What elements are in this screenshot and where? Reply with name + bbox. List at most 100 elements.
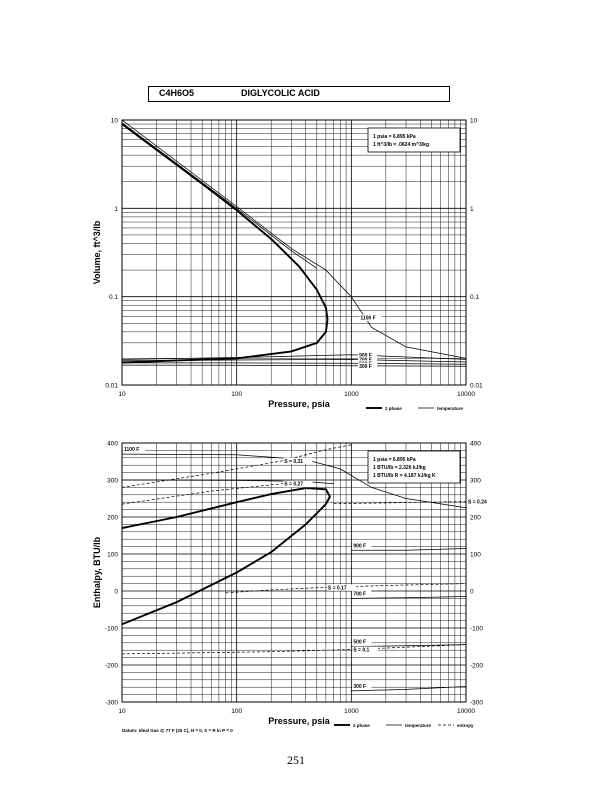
series-label-bg xyxy=(359,314,382,322)
series-label-bg xyxy=(358,362,378,370)
y-tick-label-left: -200 xyxy=(105,663,118,670)
x-tick-label: 1000 xyxy=(344,708,359,715)
conversion-note-line: 1 psia = 6.895 kPa xyxy=(373,457,416,463)
legend: 2 phase temperature entropy xyxy=(334,723,474,728)
series-label: 300 F xyxy=(353,684,366,690)
legend-label: 2 phase xyxy=(385,406,402,411)
footnote: Datum: Ideal Gas @ 77 F (25 C), H = 0, S… xyxy=(122,728,233,733)
conversion-note-line: 1 psia = 6.895 kPa xyxy=(373,134,416,140)
y-tick-label-right: 1 xyxy=(470,206,474,213)
chart-title-box: C4H6O5 DIGLYCOLIC ACID xyxy=(148,86,450,102)
y-tick-label-right: 400 xyxy=(470,441,481,448)
series-line-temperature xyxy=(351,644,467,647)
series-line-entropy xyxy=(121,481,312,505)
chart-1: 0.01 0.01 0.1 0.1 1 1 10 10 10 100 1000 10000 Pressu… xyxy=(92,118,483,412)
y-tick-label-left: 0 xyxy=(114,589,118,596)
series-line-temperature xyxy=(351,548,467,551)
series-label-bg xyxy=(352,646,379,653)
series-label: 1100 F xyxy=(360,316,375,322)
y-tick-label-left: 1 xyxy=(114,206,118,213)
series-label: 900 F xyxy=(353,543,366,549)
legend-label: 2 phase xyxy=(353,723,370,728)
series-line-entropy xyxy=(121,444,352,488)
plot-frame xyxy=(121,442,467,703)
series-label: 700 F xyxy=(353,591,366,597)
series-label-bg xyxy=(358,351,378,359)
series-line-temperature xyxy=(351,686,467,692)
series-label-bg xyxy=(352,542,372,549)
series-line-temperature xyxy=(351,596,467,599)
series-label: S = 0.31 xyxy=(284,459,303,465)
series-line-temperature xyxy=(121,453,467,509)
series-line-entropy xyxy=(121,644,467,655)
series-line-temperature xyxy=(122,362,467,365)
y-tick-label-right: 0.1 xyxy=(470,294,479,301)
series-label-bg xyxy=(283,457,313,465)
series-line-entropy xyxy=(333,501,467,505)
series-line-temperature xyxy=(121,359,467,363)
series-label: 500 F xyxy=(353,640,366,646)
x-axis-label: Pressure, psia xyxy=(268,716,331,726)
y-tick-label-right: 0 xyxy=(470,589,474,596)
y-tick-label-right: 200 xyxy=(470,515,481,522)
series-label: 900 F xyxy=(359,353,372,359)
series-line-2-phase xyxy=(121,487,331,626)
series-line-temperature xyxy=(121,119,467,359)
conversion-note-line: 1 BTU/lb = 2.326 kJ/kg xyxy=(373,465,426,471)
legend: 2 phase temperature xyxy=(366,406,464,411)
series-label: S = 0.27 xyxy=(284,482,303,488)
series-line-2-phase xyxy=(121,123,329,364)
conversion-note-line: 1 ft^3/lb = .0624 m^3/kg xyxy=(373,142,429,148)
series-line-temperature xyxy=(121,122,318,269)
series-label: 1100 F xyxy=(124,447,139,453)
x-tick-label: 10 xyxy=(118,391,126,398)
series-label-bg xyxy=(358,356,378,363)
series-line-temperature xyxy=(121,354,467,360)
x-axis-label: Pressure, psia xyxy=(268,399,331,409)
x-tick-label: 10000 xyxy=(457,391,475,398)
y-tick-label-right: -100 xyxy=(470,626,483,633)
y-tick-label-left: 100 xyxy=(107,552,118,559)
y-tick-label-left: 0.01 xyxy=(105,383,118,390)
conversion-note-line: 1 BTU/lb R = 4.187 kJ/kg K xyxy=(373,473,436,479)
y-tick-label-right: -300 xyxy=(470,700,483,707)
series-line-temperature xyxy=(121,479,334,485)
x-tick-label: 100 xyxy=(231,708,242,715)
compound-name: DIGLYCOLIC ACID xyxy=(241,88,320,98)
y-axis-label: Enthalpy, BTU/lb xyxy=(92,536,102,608)
y-tick-label-left: 10 xyxy=(111,118,119,125)
y-tick-label-right: 10 xyxy=(470,118,478,125)
y-tick-label-left: 300 xyxy=(107,478,118,485)
y-tick-label-left: -300 xyxy=(105,700,118,707)
series-label: S = 0.24 xyxy=(468,499,487,505)
y-tick-label-right: 100 xyxy=(470,552,481,559)
series-label-bg xyxy=(352,638,372,645)
plot-frame xyxy=(121,119,467,386)
series-label: S = 0.17 xyxy=(328,585,347,591)
y-tick-label-left: 200 xyxy=(107,515,118,522)
series-label-bg xyxy=(123,446,146,453)
chemical-formula: C4H6O5 xyxy=(159,88,195,98)
y-tick-label-right: -200 xyxy=(470,663,483,670)
legend-label: temperature xyxy=(437,406,464,411)
series-label-bg xyxy=(467,498,497,505)
y-tick-label-right: 300 xyxy=(470,478,481,485)
conversion-note-box xyxy=(367,450,461,484)
y-axis-label: Volume, ft^3/lb xyxy=(92,220,102,284)
x-tick-label: 1000 xyxy=(344,391,359,398)
y-tick-label-left: 400 xyxy=(107,441,118,448)
series-line-temperature xyxy=(121,364,467,367)
y-tick-label-left: -100 xyxy=(105,626,118,633)
x-tick-label: 10000 xyxy=(457,708,475,715)
x-tick-label: 100 xyxy=(231,391,242,398)
series-label: 300 F xyxy=(359,364,372,370)
series-line-entropy xyxy=(225,583,467,594)
series-label-bg xyxy=(326,584,357,591)
legend-label: entropy xyxy=(457,723,474,728)
y-tick-label-right: 0.01 xyxy=(470,383,483,390)
page-number: 251 xyxy=(287,753,305,767)
x-tick-label: 10 xyxy=(118,708,126,715)
y-tick-label-left: 0.1 xyxy=(109,294,118,301)
